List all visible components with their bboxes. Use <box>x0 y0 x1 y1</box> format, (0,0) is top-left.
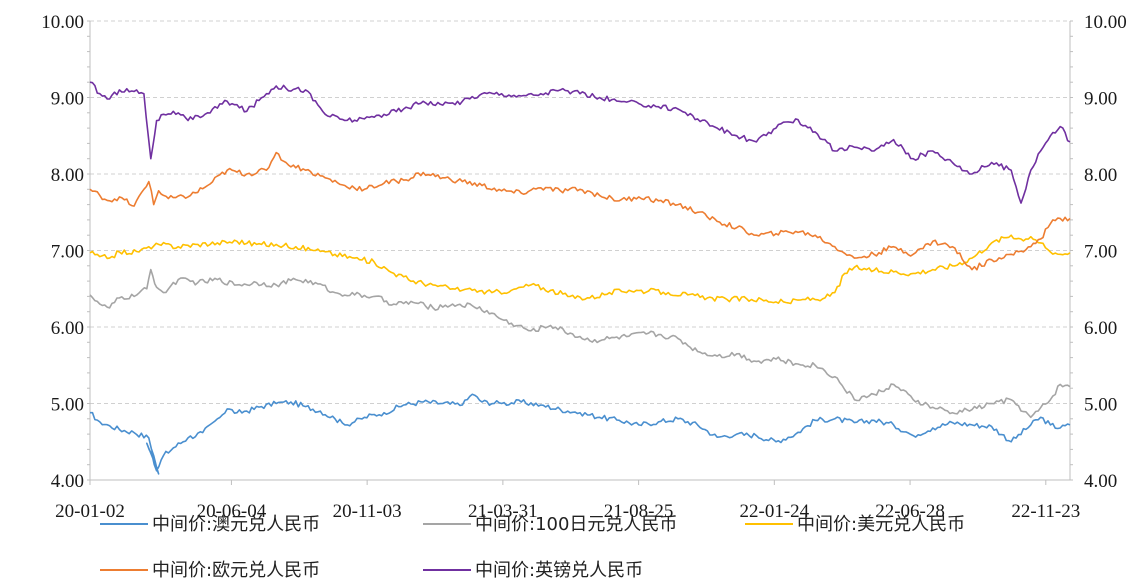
legend: 中间价:澳元兑人民币 中间价:100日元兑人民币 中间价:美元兑人民币中间价:欧元兑… <box>100 514 965 581</box>
y-tick-label-right: 7.00 <box>1084 242 1117 263</box>
axes: 4.00 4.00 5.00 5.00 6.00 6.00 7.00 7.00 8.00 8.00… <box>41 12 1127 522</box>
x-tick-label: 20-01-02 <box>55 501 125 522</box>
legend-label: 中间价:美元兑人民币 <box>797 514 965 535</box>
y-tick-label-left: 9.00 <box>51 89 84 110</box>
legend-label: 中间价:欧元兑人民币 <box>152 560 320 581</box>
series-line-0 <box>90 393 1071 475</box>
y-tick-label-right: 10.00 <box>1084 12 1127 33</box>
y-tick-label-left: 7.00 <box>51 242 84 263</box>
series-line-2 <box>89 234 1071 305</box>
legend-label: 中间价:英镑兑人民币 <box>475 560 643 581</box>
series-line-4 <box>89 81 1071 204</box>
y-tick-label-left: 8.00 <box>51 165 84 186</box>
y-tick-label-left: 6.00 <box>51 318 84 339</box>
series-line-3 <box>89 151 1071 271</box>
y-tick-label-left: 5.00 <box>51 395 84 416</box>
x-tick-label: 21-03-31 <box>468 501 538 522</box>
y-tick-label-right: 8.00 <box>1084 165 1117 186</box>
legend-label: 中间价:澳元兑人民币 <box>152 514 320 535</box>
y-tick-label-left: 10.00 <box>41 12 84 33</box>
y-tick-label-right: 6.00 <box>1084 318 1117 339</box>
x-tick-label: 22-06-28 <box>875 501 945 522</box>
x-tick-label: 21-08-25 <box>604 501 674 522</box>
series-lines <box>89 81 1071 475</box>
x-tick-label: 20-06-04 <box>197 501 267 522</box>
x-tick-label: 22-01-24 <box>740 501 810 522</box>
series-line-1 <box>89 268 1071 419</box>
y-tick-label-right: 4.00 <box>1084 471 1117 492</box>
y-tick-label-right: 5.00 <box>1084 395 1117 416</box>
gridlines <box>90 20 1070 404</box>
legend-label: 中间价:100日元兑人民币 <box>475 514 677 535</box>
x-tick-label: 22-11-23 <box>1011 501 1080 522</box>
y-tick-label-left: 4.00 <box>51 471 84 492</box>
x-tick-label: 20-11-03 <box>333 501 402 522</box>
y-tick-label-right: 9.00 <box>1084 89 1117 110</box>
